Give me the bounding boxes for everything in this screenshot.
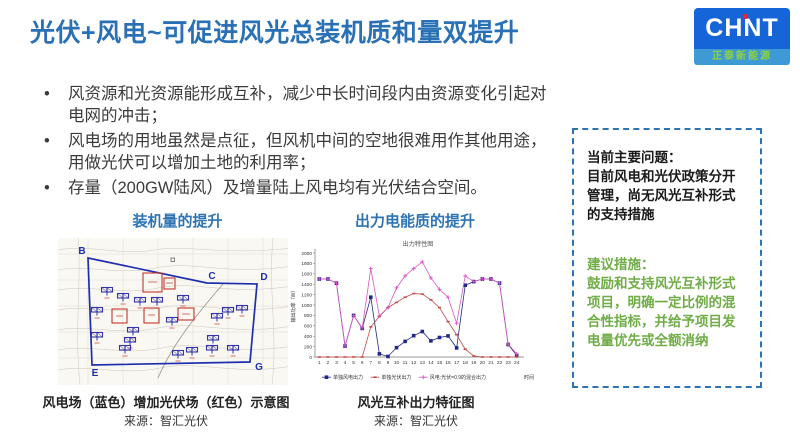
svg-text:出力特性图: 出力特性图 [403, 240, 434, 248]
map-label-g: G [255, 362, 263, 373]
left-figure-source: 来源：智汇光伏 [123, 414, 208, 428]
chint-logo: CHNT 正泰新能源 [694, 8, 790, 65]
wind-turbine-icon [235, 304, 249, 317]
svg-text:4: 4 [344, 360, 347, 366]
svg-text:7: 7 [369, 360, 372, 366]
svg-text:1: 1 [318, 360, 321, 366]
left-figure-caption: 风电场（蓝色）增加光伏场（红色）示意图 [42, 395, 290, 410]
svg-text:600: 600 [304, 324, 312, 330]
svg-text:24: 24 [514, 360, 520, 366]
slide-title: 光伏+风电~可促进风光总装机质和量双提升 [30, 19, 520, 47]
svg-text:12: 12 [411, 360, 417, 366]
wind-turbine-icon [171, 349, 185, 362]
series-line [319, 261, 518, 355]
svg-text:19: 19 [471, 360, 477, 366]
wind-turbine-icon [100, 286, 114, 299]
right-figure-heading: 出力电能质的提升 [354, 213, 475, 230]
svg-text:1400: 1400 [301, 282, 312, 288]
series-line [319, 293, 517, 358]
svg-text:21: 21 [488, 360, 494, 366]
svg-text:20: 20 [480, 360, 486, 366]
svg-text:800: 800 [304, 313, 312, 319]
svg-text:400: 400 [304, 334, 312, 340]
map-corner-labels: B C D E G [78, 246, 267, 379]
pv-area-box [177, 307, 195, 321]
svg-text:3: 3 [335, 360, 338, 366]
svg-text:1800: 1800 [301, 261, 312, 267]
pv-area-box [111, 308, 128, 324]
svg-text:17: 17 [454, 360, 460, 366]
svg-text:11: 11 [403, 360, 408, 366]
suggestion-title: 建议措施： [587, 256, 655, 272]
chint-logo-text: CHNT [705, 14, 779, 42]
wind-turbine-icon [133, 296, 147, 309]
svg-text:9: 9 [387, 360, 390, 366]
policy-side-panel: 当前主要问题： 目前风电和光伏政策分开管理，尚无风光互补形式的支持措施 建议措施… [572, 128, 762, 388]
svg-text:10: 10 [394, 360, 400, 366]
pv-area-box [163, 277, 176, 290]
bullet-item: 风资源和光资源能形成互补，减少中长时间段内由资源变化引起对电网的冲击； [38, 84, 550, 128]
svg-text:13: 13 [420, 360, 426, 366]
wind-turbine-icon [206, 334, 220, 347]
svg-text:23: 23 [505, 360, 511, 366]
svg-text:0: 0 [309, 355, 312, 361]
svg-text:8: 8 [378, 360, 381, 366]
wind-turbine-icon [226, 344, 240, 357]
svg-text:22: 22 [497, 360, 503, 366]
svg-text:2: 2 [327, 360, 330, 366]
series-line [319, 278, 518, 357]
map-road-line [157, 283, 224, 379]
map-marker-square [170, 257, 175, 262]
svg-text:单独风电出力: 单独风电出力 [333, 374, 363, 381]
problem-title: 当前主要问题： [587, 150, 682, 165]
svg-text:1000: 1000 [301, 303, 312, 309]
problem-body: 目前风电和光伏政策分开管理，尚无风光互补形式的支持措施 [587, 169, 736, 223]
pv-area-boxes [111, 272, 195, 324]
svg-text:风电:光伏=0.9的混合出力: 风电:光伏=0.9的混合出力 [430, 374, 486, 381]
chint-logo-dot-icon [743, 14, 748, 19]
wind-farm-boundary [87, 256, 258, 366]
pv-area-box [143, 307, 160, 324]
site-map-svg: B C D E G [58, 238, 293, 385]
wind-turbine-icon [150, 296, 164, 309]
svg-text:14: 14 [428, 360, 434, 366]
wind-turbine-icon [90, 331, 104, 344]
map-label-b: B [78, 246, 85, 257]
wind-turbine-icon [210, 312, 224, 325]
right-figure-caption: 风光互补出力特征图 [357, 395, 475, 410]
wind-turbine-icon [126, 326, 140, 339]
svg-text:1200: 1200 [301, 292, 312, 298]
svg-text:5: 5 [352, 360, 355, 366]
bullet-list: 风资源和光资源能形成互补，减少中长时间段内由资源变化引起对电网的冲击； 风电场的… [38, 84, 550, 203]
current-problem-block: 当前主要问题： 目前风电和光伏政策分开管理，尚无风光互补形式的支持措施 [587, 148, 747, 225]
svg-text:时间: 时间 [524, 374, 534, 381]
wind-turbine-icon [176, 294, 190, 307]
svg-text:16: 16 [445, 360, 451, 366]
wind-turbine-icon [205, 344, 219, 357]
bullet-item: 风电场的用地虽然是点征，但风机中间的空地很难用作其他用途，用做光伏可以增加土地的… [38, 131, 550, 175]
suggestion-block: 建议措施： 鼓励和支持风光互补形式项目，明确一定比例的混合性指标，并给予项目发电… [587, 255, 747, 351]
right-figure-source: 来源：智汇光伏 [373, 414, 458, 428]
map-label-e: E [92, 368, 99, 379]
svg-text:单独光伏出力: 单独光伏出力 [381, 374, 411, 381]
left-figure-heading: 装机量的提升 [132, 213, 223, 230]
map-label-c: C [208, 271, 215, 282]
map-label-d: D [260, 272, 267, 283]
svg-text:6: 6 [361, 360, 364, 366]
svg-text:2000: 2000 [301, 251, 312, 257]
chint-logo-box: CHNT [694, 8, 790, 49]
svg-text:1600: 1600 [301, 272, 312, 278]
wind-turbine-icon [185, 346, 199, 359]
svg-text:15: 15 [437, 360, 443, 366]
svg-text:18: 18 [463, 360, 469, 366]
svg-text:200: 200 [304, 344, 312, 350]
pv-area-box [142, 272, 163, 293]
chint-logo-subtitle: 正泰新能源 [694, 49, 790, 65]
suggestion-body: 鼓励和支持风光互补形式项目，明确一定比例的混合性指标，并给予项目发电量优先或全额… [587, 275, 736, 349]
svg-text:输出功率（W）: 输出功率（W） [290, 288, 297, 323]
bullet-item: 存量（200GW陆风）及增量陆上风电均有光伏结合空间。 [38, 178, 550, 200]
